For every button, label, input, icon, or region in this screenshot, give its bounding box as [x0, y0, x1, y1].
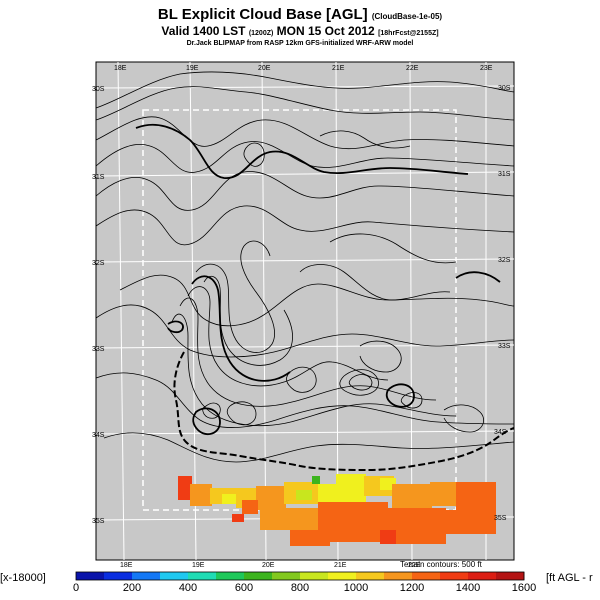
colorbar-swatch	[76, 572, 105, 580]
colorbar-swatch	[300, 572, 329, 580]
lon-label-bottom-22e: 22E	[408, 562, 421, 569]
colorbar	[75, 571, 525, 581]
lon-label-top-22e: 22E	[406, 65, 419, 72]
forecast-region-box	[142, 109, 457, 511]
valid-prefix: Valid 1400 LST	[161, 24, 246, 38]
cloud-base-field	[178, 474, 496, 546]
colorbar-tick-label: 400	[179, 582, 197, 594]
lat-label-left-34s: 34S	[92, 432, 105, 439]
lat-label-left-35s: 35S	[92, 518, 105, 525]
lat-labels-left: 30S 31S 32S 33S 34S 35S	[92, 86, 105, 525]
colorbar-tick-label: 600	[235, 582, 253, 594]
colorbar-swatch	[244, 572, 273, 580]
colorbar-swatch	[468, 572, 497, 580]
lat-label-right-35s: 35S	[494, 515, 507, 522]
colorbar-swatch	[384, 572, 413, 580]
map-title: BL Explicit Cloud Base [AGL] (CloudBase-…	[0, 6, 600, 23]
valid-code: (1200Z)	[248, 30, 274, 37]
colorbar-tick-label: 1600	[512, 582, 536, 594]
lon-label-bottom-20e: 20E	[262, 562, 275, 569]
lon-label-top-20e: 20E	[258, 65, 271, 72]
valid-date: MON 15 Oct 2012	[276, 24, 375, 38]
colorbar-swatch	[440, 572, 469, 580]
colorbar-tick-label: 1000	[344, 582, 368, 594]
lat-label-right-32s: 32S	[498, 257, 511, 264]
colorbar-tick-label: 1400	[456, 582, 480, 594]
colorbar-swatch	[496, 572, 525, 580]
valid-suffix: [18hrFcst@2155Z]	[378, 30, 439, 37]
colorbar-swatch	[216, 572, 245, 580]
lon-label-top-18e: 18E	[114, 65, 127, 72]
lat-label-right-31s: 31S	[498, 171, 511, 178]
colorbar-swatch	[188, 572, 217, 580]
colorbar-swatch	[160, 572, 189, 580]
colorbar-tick-label: 800	[291, 582, 309, 594]
colorbar-tick-labels: 0 200 400 600 800 1000 1200 1400 1600	[73, 582, 536, 594]
lat-label-right-33s: 33S	[498, 343, 511, 350]
bold-terrain-contours	[135, 123, 501, 436]
terrain-note: Terrain contours: 500 ft	[400, 560, 482, 569]
colorbar-swatch	[328, 572, 357, 580]
lon-label-bottom-19e: 19E	[192, 562, 205, 569]
lon-labels-top: 18E 19E 20E 21E 22E 23E	[114, 65, 493, 72]
lat-label-left-33s: 33S	[92, 346, 105, 353]
lat-labels-right: 30S 31S 32S 33S 34S 35S	[494, 85, 511, 522]
colorbar-swatch	[132, 572, 161, 580]
lat-label-right-34s: 34S	[494, 429, 507, 436]
colorbar-tick-label: 0	[73, 582, 79, 594]
lon-label-top-23e: 23E	[480, 65, 493, 72]
lon-label-bottom-21e: 21E	[334, 562, 347, 569]
lon-label-top-21e: 21E	[332, 65, 345, 72]
colorbar-swatch	[272, 572, 301, 580]
colorbar-swatch	[412, 572, 441, 580]
colorbar-units-label: [ft AGL - r	[546, 572, 593, 584]
terrain-contours	[95, 71, 515, 463]
map-frame	[95, 61, 515, 561]
colorbar-swatch	[356, 572, 385, 580]
coastline	[173, 351, 515, 472]
lat-label-left-32s: 32S	[92, 260, 105, 267]
colorbar-swatch	[104, 572, 133, 580]
lat-label-right-30s: 30S	[498, 85, 511, 92]
title-note: (CloudBase-1e-05)	[371, 12, 443, 21]
valid-time: Valid 1400 LST (1200Z) MON 15 Oct 2012 […	[0, 24, 600, 38]
credit-line: Dr.Jack BLIPMAP from RASP 12km GFS-initi…	[186, 40, 414, 47]
lon-label-bottom-18e: 18E	[120, 562, 133, 569]
colorbar-frame	[75, 571, 525, 581]
title-text: BL Explicit Cloud Base [AGL]	[157, 6, 368, 23]
lat-label-left-31s: 31S	[92, 174, 105, 181]
colorbar-tick-label: 200	[123, 582, 141, 594]
lon-labels-bottom: 18E 19E 20E 21E 22E	[120, 562, 421, 569]
colorbar-tick-label: 1200	[400, 582, 424, 594]
lon-label-top-19e: 19E	[186, 65, 199, 72]
graticule	[95, 61, 515, 561]
colorbar-left-label: [x-18000]	[0, 572, 46, 584]
lat-label-left-30s: 30S	[92, 86, 105, 93]
